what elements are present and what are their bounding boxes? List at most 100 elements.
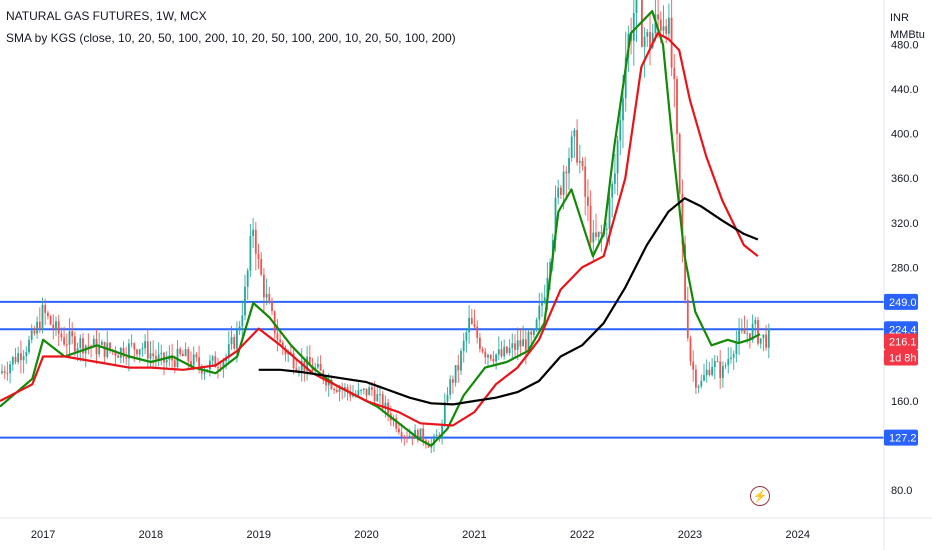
candle-239 [646,28,649,47]
candle-body [411,435,414,439]
candle-body [419,428,422,441]
sma-line-1[interactable] [0,32,759,427]
candle-body [330,379,333,389]
candle-body [724,365,727,367]
price-tick-2: 400.0 [891,129,919,141]
candle-body [276,333,279,340]
candle-182 [492,350,495,366]
horizontal-levels [0,300,884,439]
candle-body [686,299,689,339]
candle-6 [17,346,20,365]
unit-label: MMBtu [890,29,925,41]
candle-body [487,354,489,358]
candle-body [632,13,635,41]
candle-body [462,340,465,352]
candle-body [217,367,219,369]
candle-283 [765,324,767,351]
candle-274 [740,318,743,334]
time-tick-1: 2018 [139,529,163,541]
candle-body [749,333,751,340]
candle-19 [52,314,55,340]
sma-line-0[interactable] [0,10,761,447]
candle-228 [616,135,619,196]
candle-body [179,348,182,354]
indicator-legend[interactable]: SMA by KGS (close, 10, 20, 50, 100, 200,… [6,31,456,45]
candle-25 [68,318,71,358]
price-tick-0: 480.0 [891,40,919,52]
candle-body [395,418,398,429]
candle-body [254,229,257,254]
candle-body [716,361,719,363]
candle-body [65,344,68,346]
candle-body [711,367,713,375]
candle-body [535,319,538,331]
price-tick-7: 80.0 [891,485,912,497]
candle-body [646,32,649,37]
candle-269 [727,347,730,374]
candle-body [381,394,384,409]
candle-50 [136,348,138,357]
candle-body [49,315,52,325]
candle-body [38,321,41,330]
candle-2 [6,361,9,381]
candle-body [74,336,76,352]
candle-body [757,320,759,344]
candle-body [597,231,600,237]
candle-199 [538,292,541,333]
candle-140 [379,385,381,405]
candle-body [346,387,349,392]
candle-body [136,349,138,355]
candle-214 [578,144,581,174]
candle-body [22,356,25,361]
candle-24 [65,333,68,358]
currency-label: INR [890,12,909,24]
sma-line-2[interactable] [258,197,759,406]
candle-220 [595,213,597,241]
lightning-icon[interactable]: ⚡ [750,486,770,506]
candle-237 [641,0,643,48]
candle-body [554,197,557,241]
candle-body [562,171,565,195]
candle-265 [716,355,719,363]
candle-194 [524,330,527,365]
candle-body [57,321,60,334]
candle-body [157,354,160,360]
candle-179 [484,347,487,365]
currency-unit[interactable]: INR MMBtu [890,10,925,44]
candle-21 [57,314,60,347]
candle-body [595,232,597,237]
candle-250 [676,76,678,153]
candle-58 [157,342,160,367]
candle-body [281,342,284,349]
candle-26 [71,322,74,345]
candle-body [246,270,249,287]
candle-body [68,331,71,345]
candle-body [449,379,452,395]
candle-173 [468,305,470,344]
candle-body [422,428,425,441]
candle-66 [179,346,182,357]
candle-body [141,348,144,350]
candle-247 [668,3,670,40]
candle-body [446,394,449,402]
candle-167 [452,375,454,394]
candle-body [184,349,187,357]
candle-178 [481,346,484,354]
candle-body [713,361,716,368]
candle-150 [406,431,408,444]
candle-268 [724,362,727,369]
candle-body [338,388,341,392]
candle-23 [63,326,65,347]
candle-body [9,364,11,374]
candle-185 [500,340,503,359]
candle-234 [632,0,635,66]
candle-258 [697,384,700,394]
candle-180 [487,353,489,367]
candle-44 [119,346,122,364]
candle-93 [252,217,254,249]
candle-body [173,360,176,367]
candle-215 [581,156,584,171]
time-tick-2: 2019 [246,529,270,541]
